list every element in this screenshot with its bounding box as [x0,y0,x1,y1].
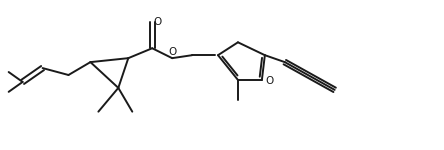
Text: O: O [153,18,162,27]
Text: O: O [266,76,274,86]
Text: O: O [168,47,176,57]
